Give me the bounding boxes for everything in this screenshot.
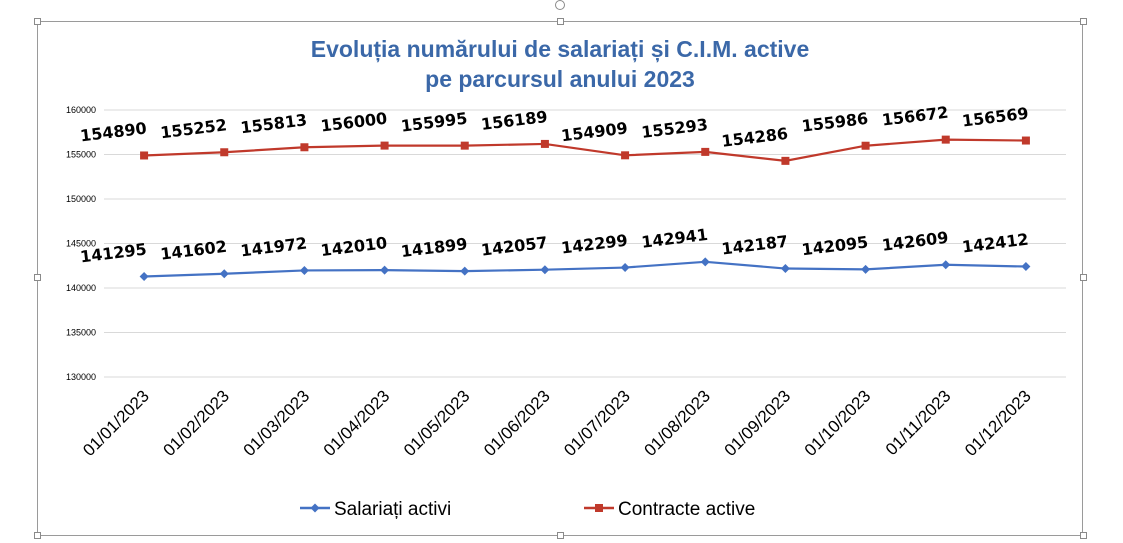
x-tick-label: 01/07/2023 bbox=[560, 386, 634, 460]
x-tick-label: 01/01/2023 bbox=[79, 386, 153, 460]
chart-title-line-2: pe parcursul anului 2023 bbox=[425, 66, 695, 92]
data-label: 141972 bbox=[239, 233, 308, 260]
data-point bbox=[1021, 262, 1031, 272]
data-label: 154286 bbox=[720, 124, 789, 151]
data-label: 156569 bbox=[961, 104, 1030, 131]
data-point bbox=[380, 141, 389, 150]
x-tick-label: 01/08/2023 bbox=[640, 386, 714, 460]
data-label: 142609 bbox=[881, 228, 950, 255]
y-tick-label: 140000 bbox=[66, 283, 96, 293]
data-label: 154909 bbox=[560, 118, 629, 145]
data-point bbox=[781, 156, 790, 165]
x-tick-label: 01/10/2023 bbox=[801, 386, 875, 460]
data-point bbox=[861, 141, 870, 150]
legend-marker bbox=[595, 504, 603, 512]
data-point bbox=[540, 139, 549, 148]
x-tick-label: 01/02/2023 bbox=[159, 386, 233, 460]
resize-handle-bottom-right[interactable] bbox=[1080, 532, 1087, 539]
resize-handle-right[interactable] bbox=[1080, 274, 1087, 281]
chart-title-line-1: Evoluția numărului de salariați și C.I.M… bbox=[311, 36, 810, 63]
data-label: 142095 bbox=[801, 232, 870, 259]
data-label: 155995 bbox=[400, 109, 469, 136]
resize-handle-bottom-left[interactable] bbox=[34, 532, 41, 539]
data-point bbox=[300, 143, 309, 152]
data-label: 155293 bbox=[640, 115, 709, 142]
rotate-handle[interactable] bbox=[555, 0, 565, 10]
data-point bbox=[780, 264, 790, 274]
x-tick-label: 01/06/2023 bbox=[480, 386, 554, 460]
data-label: 141899 bbox=[400, 234, 469, 261]
resize-handle-bottom[interactable] bbox=[557, 532, 564, 539]
resize-handle-top-right[interactable] bbox=[1080, 18, 1087, 25]
x-tick-label: 01/03/2023 bbox=[240, 386, 314, 460]
x-tick-label: 01/09/2023 bbox=[721, 386, 795, 460]
series-line bbox=[144, 260, 1026, 278]
legend-marker bbox=[310, 503, 320, 513]
data-label: 142299 bbox=[560, 231, 629, 258]
data-point bbox=[460, 266, 470, 276]
data-label: 155252 bbox=[159, 115, 228, 142]
resize-handle-top-left[interactable] bbox=[34, 18, 41, 25]
series-line bbox=[144, 138, 1026, 162]
data-point bbox=[620, 263, 630, 273]
x-tick-label: 01/12/2023 bbox=[961, 386, 1035, 460]
data-label: 156189 bbox=[480, 107, 549, 134]
data-point bbox=[299, 265, 309, 275]
y-tick-label: 150000 bbox=[66, 194, 96, 204]
legend-label: Contracte active bbox=[618, 499, 755, 520]
data-label: 155813 bbox=[239, 110, 308, 137]
data-point bbox=[219, 269, 229, 279]
data-label: 142412 bbox=[961, 230, 1030, 257]
data-label: 155986 bbox=[801, 109, 870, 136]
data-point bbox=[700, 257, 710, 267]
y-tick-label: 160000 bbox=[66, 105, 96, 115]
y-tick-label: 155000 bbox=[66, 150, 96, 160]
data-label: 141602 bbox=[159, 237, 228, 264]
data-point bbox=[861, 264, 871, 274]
data-label: 142057 bbox=[480, 233, 549, 260]
data-point bbox=[139, 271, 149, 281]
data-point bbox=[621, 151, 630, 160]
x-tick-label: 01/04/2023 bbox=[320, 386, 394, 460]
data-point bbox=[460, 141, 469, 150]
data-point bbox=[701, 147, 710, 156]
data-point bbox=[1021, 136, 1030, 145]
data-label: 154890 bbox=[79, 119, 148, 146]
data-label: 142941 bbox=[640, 225, 709, 252]
data-label: 156672 bbox=[881, 103, 950, 130]
data-point bbox=[941, 135, 950, 144]
y-tick-label: 130000 bbox=[66, 372, 96, 382]
data-point bbox=[380, 265, 390, 275]
data-point bbox=[140, 151, 149, 160]
resize-handle-left[interactable] bbox=[34, 274, 41, 281]
data-point bbox=[540, 265, 550, 275]
y-tick-label: 135000 bbox=[66, 328, 96, 338]
data-label: 156000 bbox=[320, 109, 389, 136]
data-label: 142010 bbox=[320, 233, 389, 260]
data-point bbox=[220, 148, 229, 157]
x-tick-label: 01/05/2023 bbox=[400, 386, 474, 460]
data-point bbox=[941, 260, 951, 270]
x-tick-label: 01/11/2023 bbox=[882, 386, 955, 459]
resize-handle-top[interactable] bbox=[557, 18, 564, 25]
y-tick-label: 145000 bbox=[66, 239, 96, 249]
data-label: 142187 bbox=[720, 232, 789, 259]
legend-label: Salariați activi bbox=[334, 499, 451, 520]
